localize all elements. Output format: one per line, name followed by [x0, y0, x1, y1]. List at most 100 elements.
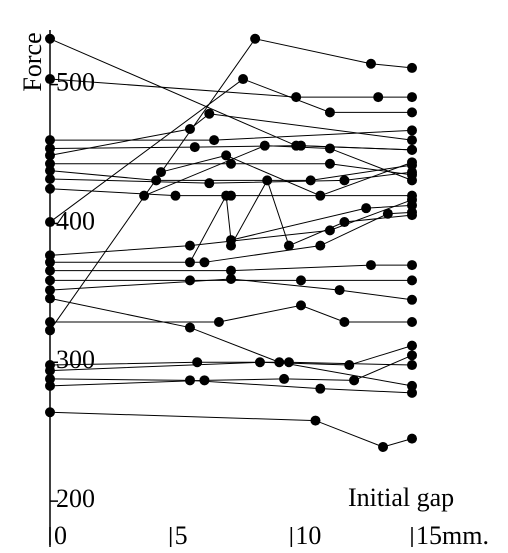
data-point [45, 183, 55, 194]
series-line [49, 78, 412, 223]
data-point [407, 340, 417, 351]
data-point [45, 317, 55, 328]
data-point [324, 107, 335, 118]
data-point [407, 200, 417, 211]
data-point [407, 92, 417, 103]
series-line [143, 145, 413, 197]
data-point [170, 190, 181, 201]
data-point [45, 293, 55, 304]
data-point [407, 144, 417, 155]
data-point [407, 125, 417, 136]
data-point [45, 135, 55, 146]
series-line [49, 164, 413, 181]
series-line [49, 78, 412, 98]
series-line [189, 194, 413, 263]
data-point [283, 357, 294, 368]
data-point [238, 74, 249, 85]
data-point [45, 174, 55, 185]
data-point [45, 407, 55, 418]
data-point [382, 208, 393, 219]
data-point [226, 240, 236, 251]
data-point [45, 33, 55, 44]
data-point [365, 260, 376, 271]
data-point [259, 140, 270, 151]
data-point [291, 92, 302, 103]
data-point [295, 300, 306, 311]
series-line [49, 38, 413, 331]
data-point [295, 275, 306, 286]
data-point [184, 124, 195, 135]
data-point [184, 240, 195, 251]
series-line [49, 171, 413, 184]
x-tick-label: 10 [295, 521, 321, 550]
data-point [407, 135, 417, 146]
data-point [407, 62, 417, 73]
data-point [361, 203, 372, 214]
data-point [184, 375, 195, 386]
x-tick-label: 5 [175, 521, 188, 550]
data-point [407, 294, 417, 305]
series-line [50, 163, 413, 176]
data-point [407, 317, 417, 328]
data-point [226, 265, 236, 276]
data-point [305, 175, 316, 186]
data-point [407, 157, 417, 168]
x-tick-label: 0 [54, 521, 67, 550]
data-point [45, 265, 55, 276]
data-point [407, 175, 417, 186]
y-axis-title: Force [18, 32, 47, 91]
data-point [45, 158, 55, 169]
data-point [250, 33, 261, 44]
data-point [339, 175, 350, 186]
data-point [213, 317, 224, 328]
data-point [226, 273, 236, 284]
data-point [204, 108, 215, 119]
data-point [45, 285, 55, 296]
x-tick-label: 15mm. [416, 521, 489, 550]
data-point [378, 441, 389, 452]
data-point [315, 240, 326, 251]
data-point [334, 285, 345, 296]
data-point [339, 217, 350, 228]
data-point [407, 275, 417, 286]
data-point [339, 317, 350, 328]
data-point [226, 158, 236, 169]
series-line [50, 264, 412, 272]
data-point [192, 357, 203, 368]
data-point [295, 140, 306, 151]
y-tick-label: 400 [56, 206, 95, 235]
data-point [45, 325, 55, 336]
series-line [49, 278, 413, 301]
data-point [45, 217, 55, 228]
data-point [407, 360, 417, 371]
series-line [49, 199, 413, 256]
series-line [49, 411, 413, 448]
data-point [407, 380, 417, 391]
data-point [315, 190, 326, 201]
data-point [45, 143, 55, 154]
data-point [283, 240, 294, 251]
data-point [199, 257, 210, 268]
data-point [315, 383, 326, 394]
data-point [324, 143, 335, 154]
data-point [279, 373, 290, 384]
data-point [184, 322, 195, 333]
series-line [49, 345, 413, 372]
data-point [184, 275, 195, 286]
data-point [45, 165, 55, 176]
data-point [45, 275, 55, 286]
data-point [254, 357, 265, 368]
series-line [50, 304, 412, 323]
series-line [49, 378, 413, 394]
data-point [45, 380, 55, 391]
data-point [45, 250, 55, 261]
data-point [373, 92, 384, 103]
series-line [49, 297, 413, 387]
data-point [407, 167, 417, 178]
data-point [45, 150, 55, 161]
data-point [45, 257, 55, 268]
data-point [407, 210, 417, 221]
data-point [407, 260, 417, 271]
series-line [49, 113, 413, 156]
